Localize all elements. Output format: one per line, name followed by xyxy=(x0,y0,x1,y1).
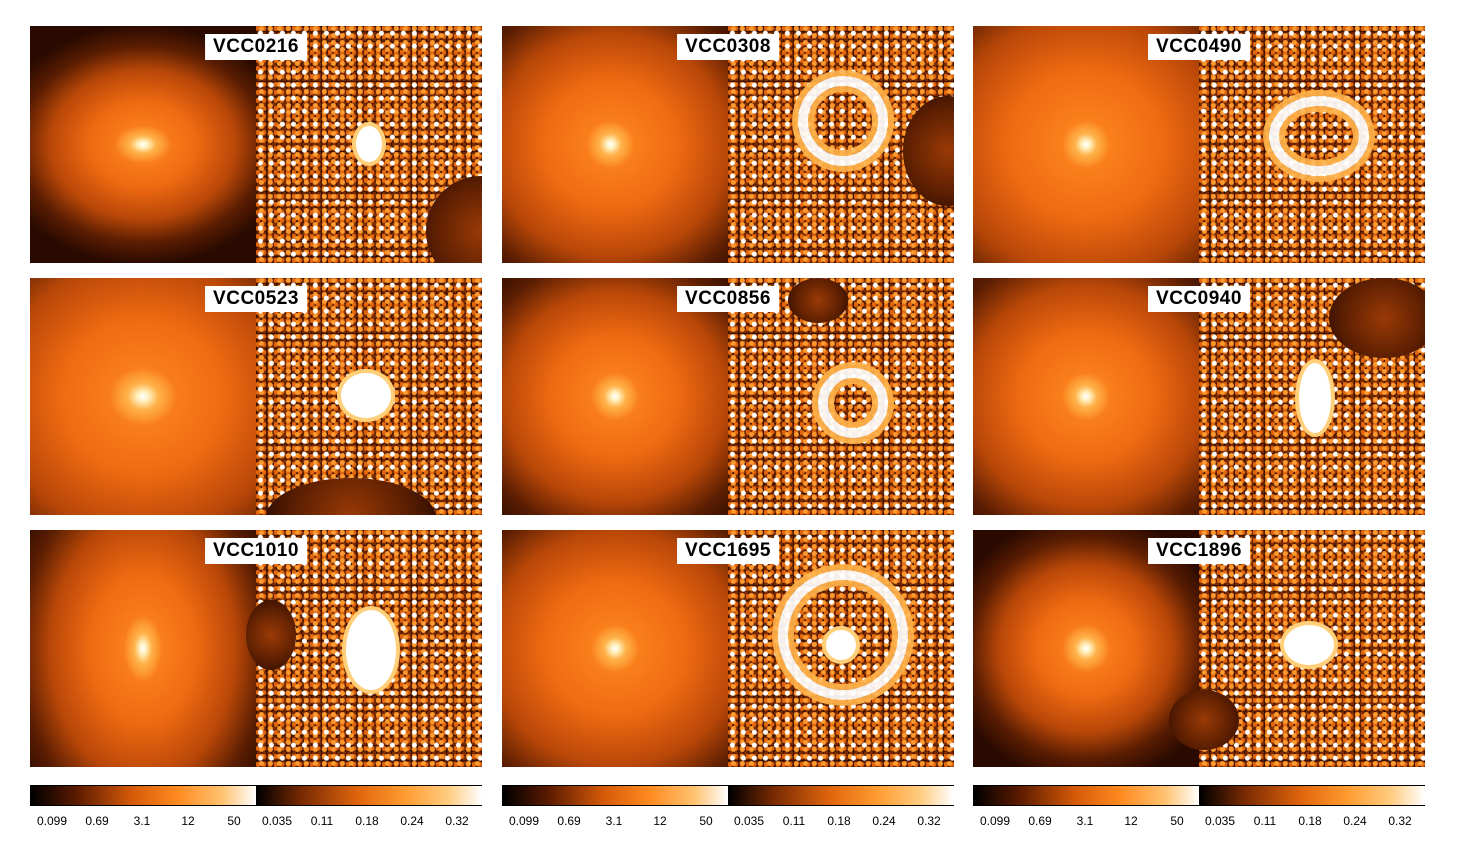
galaxy-panel-vcc1010: VCC1010 xyxy=(30,530,482,767)
model-image xyxy=(30,26,256,263)
galaxy-panel-vcc0856: VCC0856 xyxy=(502,278,954,515)
model-colorbar xyxy=(503,786,728,805)
residual-spiral xyxy=(1269,96,1369,176)
colorbar-left xyxy=(30,785,482,806)
colorbar-tick: 0.32 xyxy=(445,814,469,828)
residual-spiral xyxy=(818,368,888,438)
colorbar-middle xyxy=(502,785,954,806)
masked-region xyxy=(266,478,436,515)
residual-core xyxy=(346,610,396,690)
residual-image xyxy=(728,530,954,767)
residual-image xyxy=(1169,530,1425,767)
residual-image xyxy=(256,278,482,515)
galaxy-panel-vcc0216: VCC0216 xyxy=(30,26,482,263)
colorbar-tick: 3.1 xyxy=(605,814,623,828)
residual-image xyxy=(256,26,482,263)
colorbar-tick: 50 xyxy=(227,814,241,828)
galaxy-label: VCC1695 xyxy=(677,538,779,564)
residual-core xyxy=(1299,363,1331,433)
colorbar-tick: 0.69 xyxy=(557,814,581,828)
colorbar-tick: 0.32 xyxy=(917,814,941,828)
masked-region xyxy=(788,278,848,323)
colorbar-tick: 0.035 xyxy=(261,814,293,828)
residual-core xyxy=(341,373,391,418)
residual-core xyxy=(826,630,856,660)
galaxy-panel-vcc1695: VCC1695 xyxy=(502,530,954,767)
colorbar-tick: 0.69 xyxy=(85,814,109,828)
model-image xyxy=(502,278,728,515)
model-image xyxy=(502,530,728,767)
model-image xyxy=(973,530,1199,767)
residual-core xyxy=(356,126,382,162)
colorbar-tick: 0.18 xyxy=(827,814,851,828)
colorbar-tick: 0.11 xyxy=(1253,814,1277,828)
galaxy-panel-vcc0523: VCC0523 xyxy=(30,278,482,515)
residual-colorbar xyxy=(728,786,954,805)
colorbar-tick: 0.099 xyxy=(36,814,68,828)
colorbar-tick: 0.11 xyxy=(310,814,334,828)
model-image xyxy=(502,26,728,263)
colorbar-tick: 0.18 xyxy=(1298,814,1322,828)
masked-region xyxy=(903,96,954,206)
colorbar-tick: 50 xyxy=(1170,814,1184,828)
galaxy-label: VCC0490 xyxy=(1148,34,1250,60)
colorbar-tick: 12 xyxy=(1124,814,1138,828)
colorbar-tick: 50 xyxy=(699,814,713,828)
colorbar-tick: 0.099 xyxy=(979,814,1011,828)
residual-image xyxy=(728,278,954,515)
galaxy-panel-vcc1896: VCC1896 xyxy=(973,530,1425,767)
residual-image xyxy=(246,530,482,767)
masked-region xyxy=(426,176,482,263)
galaxy-label: VCC1896 xyxy=(1148,538,1250,564)
residual-colorbar xyxy=(1199,786,1425,805)
galaxy-label: VCC0308 xyxy=(677,34,779,60)
galaxy-panel-vcc0940: VCC0940 xyxy=(973,278,1425,515)
residual-spiral xyxy=(778,570,908,700)
colorbar-tick: 0.69 xyxy=(1028,814,1052,828)
galaxy-label: VCC0216 xyxy=(205,34,307,60)
residual-colorbar xyxy=(256,786,482,805)
residual-image xyxy=(728,26,954,263)
colorbar-tick: 0.11 xyxy=(782,814,806,828)
colorbar-tick: 12 xyxy=(181,814,195,828)
galaxy-label: VCC0523 xyxy=(205,286,307,312)
residual-core xyxy=(1284,625,1334,665)
residual-image xyxy=(1199,26,1425,263)
colorbar-tick: 0.24 xyxy=(1343,814,1367,828)
colorbar-tick: 12 xyxy=(653,814,667,828)
colorbar-tick: 3.1 xyxy=(133,814,151,828)
masked-region xyxy=(246,600,296,670)
model-colorbar xyxy=(974,786,1199,805)
colorbar-tick: 0.24 xyxy=(872,814,896,828)
model-colorbar xyxy=(31,786,256,805)
residual-spiral xyxy=(798,76,888,166)
colorbar-tick: 3.1 xyxy=(1076,814,1094,828)
colorbar-tick: 0.32 xyxy=(1388,814,1412,828)
colorbar-tick: 0.18 xyxy=(355,814,379,828)
colorbar-right xyxy=(973,785,1425,806)
galaxy-label: VCC0940 xyxy=(1148,286,1250,312)
masked-region xyxy=(1329,278,1425,358)
masked-region xyxy=(1169,690,1239,750)
colorbar-tick: 0.035 xyxy=(733,814,765,828)
colorbar-tick: 0.099 xyxy=(508,814,540,828)
galaxy-panel-vcc0308: VCC0308 xyxy=(502,26,954,263)
model-image xyxy=(30,278,256,515)
galaxy-panel-vcc0490: VCC0490 xyxy=(973,26,1425,263)
model-image xyxy=(30,530,256,767)
residual-image xyxy=(1199,278,1425,515)
model-image xyxy=(973,278,1199,515)
colorbar-tick: 0.24 xyxy=(400,814,424,828)
galaxy-label: VCC0856 xyxy=(677,286,779,312)
colorbar-tick: 0.035 xyxy=(1204,814,1236,828)
model-image xyxy=(973,26,1199,263)
galaxy-label: VCC1010 xyxy=(205,538,307,564)
